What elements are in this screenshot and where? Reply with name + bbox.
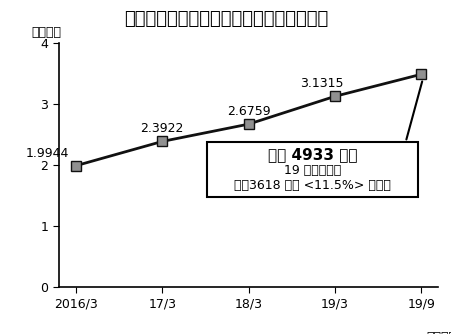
Text: ３兆 4933 億円: ３兆 4933 億円	[267, 147, 356, 162]
Text: 1.9944: 1.9944	[26, 147, 69, 160]
Text: 信金中金　事業会社向け貸出金残高の推移: 信金中金 事業会社向け貸出金残高の推移	[124, 10, 327, 28]
Text: （兆円）: （兆円）	[31, 25, 61, 38]
Text: （年／月）: （年／月）	[426, 331, 451, 334]
Text: 3.1315: 3.1315	[299, 77, 343, 90]
Text: 2.3922: 2.3922	[140, 122, 184, 135]
Text: 2.6759: 2.6759	[226, 105, 270, 118]
Text: 19 年３月末比: 19 年３月末比	[283, 164, 341, 177]
Text: （　3618 億円 <11.5%> 増　）: （ 3618 億円 <11.5%> 増 ）	[234, 179, 390, 192]
FancyBboxPatch shape	[207, 142, 417, 197]
